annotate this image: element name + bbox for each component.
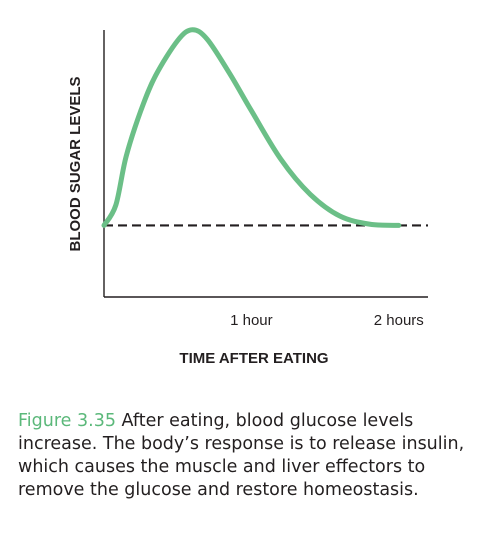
- x-tick-labels: 1 hour 2 hours: [230, 312, 424, 329]
- x-tick-label-2: 2 hours: [374, 312, 424, 329]
- figure-label: Figure 3.35: [18, 411, 116, 431]
- blood-sugar-curve: [101, 27, 402, 228]
- chart-axes: [103, 30, 428, 298]
- blood-sugar-chart: 1 hour 2 hours BLOOD SUGAR LEVELS TIME AF…: [67, 27, 428, 367]
- figure-caption: Figure 3.35 After eating, blood glucose …: [18, 410, 474, 502]
- x-tick-label-1: 1 hour: [230, 312, 273, 329]
- caption-text: After eating, blood glucose levels incre…: [18, 411, 465, 500]
- x-axis-label: TIME AFTER EATING: [179, 350, 328, 367]
- y-axis-label: BLOOD SUGAR LEVELS: [67, 76, 84, 251]
